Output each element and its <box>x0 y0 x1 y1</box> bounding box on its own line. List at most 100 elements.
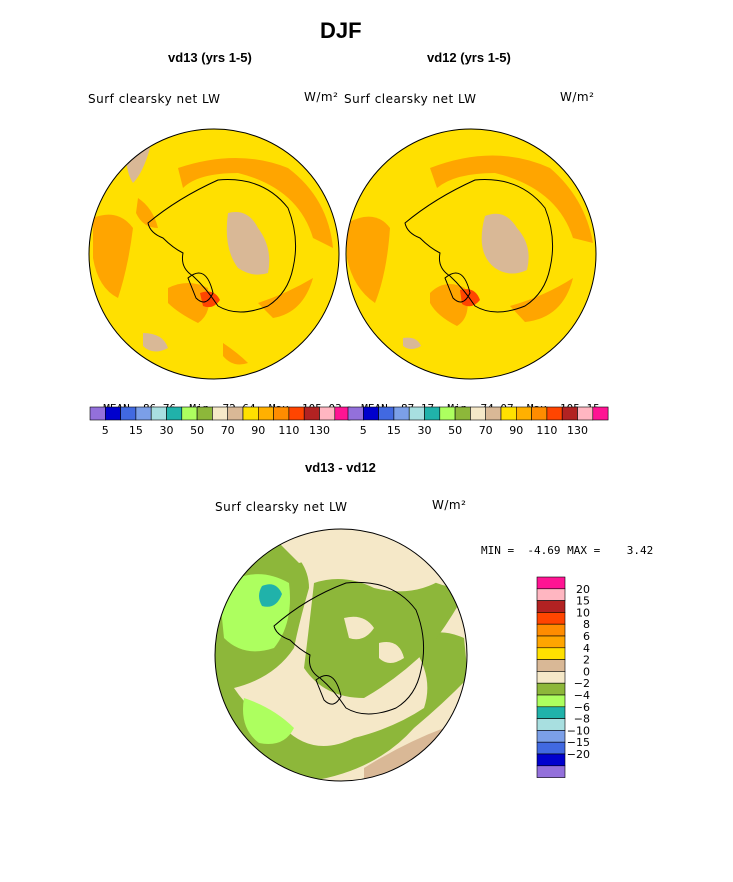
colorbar-swatch <box>536 647 566 660</box>
colorbar-tick-label: 90 <box>509 424 523 437</box>
colorbar-swatch <box>536 623 566 637</box>
diff-title: vd13 - vd12 <box>305 460 376 475</box>
colorbar-swatch <box>536 576 566 590</box>
colorbar-tick-label: 15 <box>576 595 590 608</box>
plateau-fill <box>143 333 168 352</box>
panel-2-variable: Surf clearsky net LW <box>344 92 477 106</box>
colorbar-swatch <box>227 406 244 421</box>
beige-patch <box>344 616 374 640</box>
colorbar-swatch <box>454 406 471 421</box>
colorbar-swatch <box>347 406 364 421</box>
colorbar-tick-label: 5 <box>360 424 367 437</box>
plateau-fill <box>481 213 529 274</box>
colorbar-swatch <box>120 406 137 421</box>
antarctica-coastline <box>147 179 297 313</box>
colorbar-swatch <box>536 706 566 719</box>
colorbar-swatch <box>166 406 183 421</box>
plateau-fill <box>403 337 421 349</box>
southern-ocean-band <box>136 198 158 228</box>
southern-ocean-band <box>430 284 468 326</box>
southern-ocean-band <box>93 214 133 298</box>
panel-2-colorbar: 5 15 30 50 70 90 110 130 <box>347 406 609 437</box>
colorbar-swatch <box>89 406 106 421</box>
colorbar-tick-label: −8 <box>574 713 590 726</box>
southern-ocean-band <box>510 278 573 322</box>
colorbar-swatch <box>577 406 594 421</box>
colorbar-swatch <box>212 406 229 421</box>
colorbar-swatch <box>536 588 566 601</box>
colorbar-tick-label: −6 <box>574 701 590 714</box>
colorbar-tick-label: 130 <box>567 424 588 437</box>
panel-2-units: W/m² <box>560 90 595 104</box>
colorbar-swatch <box>181 406 198 421</box>
colorbar-tick-label: 110 <box>536 424 557 437</box>
southern-ocean-band <box>258 278 313 318</box>
southern-ocean-band <box>347 216 390 303</box>
colorbar-swatch <box>536 765 566 778</box>
figure-title: DJF <box>320 18 362 43</box>
colorbar-swatch <box>531 406 548 421</box>
colorbar-tick-label: 130 <box>309 424 330 437</box>
colorbar-swatch <box>273 406 290 421</box>
panel-1-map <box>88 128 340 380</box>
colorbar-swatch <box>546 406 563 421</box>
colorbar-swatch <box>536 682 566 696</box>
colorbar-tick-label: 30 <box>418 424 432 437</box>
colorbar-swatch <box>536 612 566 625</box>
colorbar-tick-label: 20 <box>576 583 590 596</box>
panel-1-units: W/m² <box>304 90 339 104</box>
colorbar-swatch <box>150 406 167 421</box>
colorbar-tick-label: 2 <box>583 654 590 667</box>
colorbar-tick-label: 50 <box>190 424 204 437</box>
colorbar-swatch <box>258 406 274 421</box>
colorbar-swatch <box>536 753 566 767</box>
colorbar-swatch <box>393 406 410 421</box>
colorbar-swatch <box>135 406 152 421</box>
colorbar-swatch <box>536 659 566 672</box>
colorbar-swatch <box>561 406 578 421</box>
colorbar-swatch <box>536 671 566 684</box>
colorbar-tick-label: 30 <box>160 424 174 437</box>
panel-2-title: vd12 (yrs 1-5) <box>427 50 511 65</box>
beige-patch <box>379 642 404 663</box>
green-region <box>304 578 467 698</box>
southern-ocean-band <box>430 155 593 243</box>
colorbar-tick-label: 15 <box>387 424 401 437</box>
colorbar-tick-label: −4 <box>574 689 590 702</box>
panel-1-variable: Surf clearsky net LW <box>88 92 221 106</box>
antarctica-coastline <box>273 581 425 715</box>
colorbar-swatch <box>485 406 502 421</box>
colorbar-tick-label: 6 <box>583 630 590 643</box>
colorbar-swatch <box>104 406 121 421</box>
diff-variable: Surf clearsky net LW <box>215 500 348 514</box>
panel-1-colorbar: 5 15 30 50 70 90 110 130 <box>89 406 351 437</box>
colorbar-swatch <box>536 694 566 708</box>
southern-ocean-band <box>168 283 210 323</box>
panel-2-map <box>345 128 597 380</box>
colorbar-swatch <box>424 406 441 421</box>
light-green-region <box>243 698 294 744</box>
colorbar-swatch <box>196 406 213 421</box>
colorbar-tick-label: 8 <box>583 618 590 631</box>
colorbar-swatch <box>536 718 566 731</box>
colorbar-tick-label: 4 <box>583 642 590 655</box>
colorbar-swatch <box>378 406 395 421</box>
southern-ocean-band <box>223 343 248 365</box>
colorbar-tick-label: 0 <box>583 665 590 678</box>
panel-1-title: vd13 (yrs 1-5) <box>168 50 252 65</box>
colorbar-tick-label: 110 <box>278 424 299 437</box>
colorbar-tick-label: −15 <box>567 736 590 749</box>
colorbar-swatch <box>362 406 379 421</box>
colorbar-swatch <box>500 406 517 421</box>
warm-anomaly <box>460 289 480 307</box>
colorbar-swatch <box>408 406 425 421</box>
colorbar-tick-label: −10 <box>567 724 590 737</box>
colorbar-swatch <box>536 600 566 613</box>
colorbar-tick-label: 15 <box>129 424 143 437</box>
southern-ocean-band <box>178 158 333 248</box>
colorbar-swatch <box>536 741 566 755</box>
colorbar-tick-label: −20 <box>567 748 590 761</box>
warm-anomaly <box>200 291 220 308</box>
colorbar-tick-label: 5 <box>102 424 109 437</box>
